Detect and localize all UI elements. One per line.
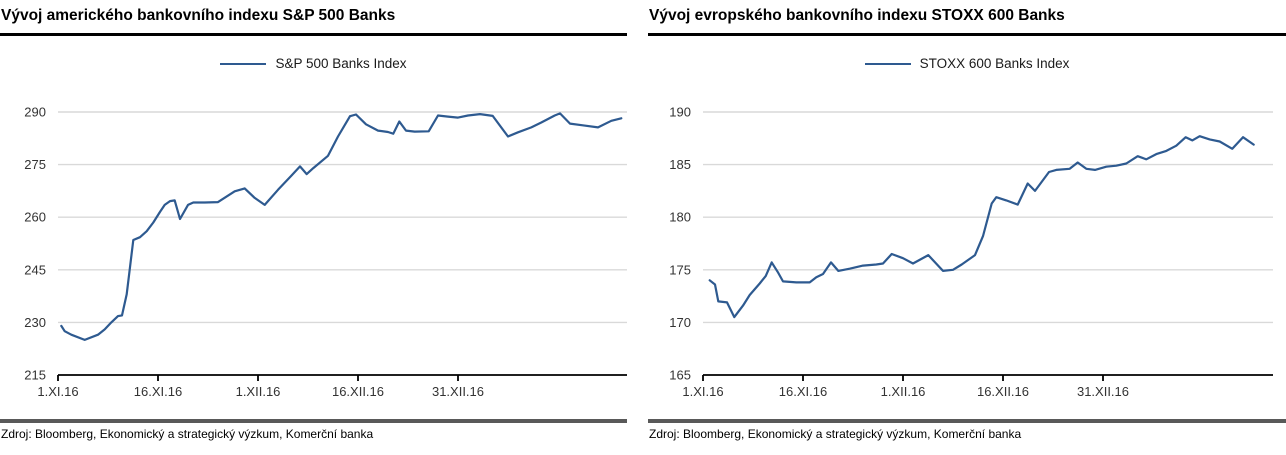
y-axis-tick-label: 245 (24, 262, 46, 277)
chart-title: Vývoj evropského bankovního indexu STOXX… (648, 0, 1286, 37)
x-axis-tick-label: 1.XI.16 (682, 384, 723, 399)
chart-panel-sp500-banks: Vývoj amerického bankovního indexu S&P 5… (0, 0, 627, 455)
x-axis-tick-label: 1.XII.16 (236, 384, 281, 399)
legend-label: S&P 500 Banks Index (275, 56, 407, 71)
x-axis-tick-label: 1.XII.16 (881, 384, 926, 399)
y-axis-tick-label: 275 (24, 157, 46, 172)
series-line (60, 112, 623, 341)
y-axis-tick-label: 260 (24, 210, 46, 225)
legend: S&P 500 Banks Index (0, 56, 627, 71)
source-text: Zdroj: Bloomberg, Ekonomický a strategic… (649, 427, 1022, 441)
legend: STOXX 600 Banks Index (648, 56, 1286, 71)
x-axis-tick-label: 1.XI.16 (37, 384, 78, 399)
x-axis-tick-label: 16.XII.16 (332, 384, 384, 399)
source-text: Zdroj: Bloomberg, Ekonomický a strategic… (1, 427, 374, 441)
chart-title: Vývoj amerického bankovního indexu S&P 5… (0, 0, 627, 37)
x-axis-tick-label: 31.XII.16 (1077, 384, 1129, 399)
y-axis-tick-label: 290 (24, 105, 46, 120)
y-axis-tick-label: 190 (669, 105, 691, 120)
y-axis-tick-label: 170 (669, 315, 691, 330)
y-axis-tick-label: 165 (669, 368, 691, 383)
series-line (708, 135, 1255, 319)
chart-panel-stoxx600-banks: Vývoj evropského bankovního indexu STOXX… (648, 0, 1286, 455)
line-chart-stoxx600: 165 170 175 180 185 190 1.XI.16 16.XI.16 1.XII.1… (669, 105, 1273, 399)
y-axis-tick-label: 215 (24, 368, 46, 383)
x-axis-tick-label: 31.XII.16 (432, 384, 484, 399)
source-note: Zdroj: Bloomberg, Ekonomický a strategic… (648, 419, 1286, 441)
x-axis-tick-label: 16.XII.16 (977, 384, 1029, 399)
y-axis-tick-label: 230 (24, 315, 46, 330)
y-axis-tick-label: 185 (669, 157, 691, 172)
legend-label: STOXX 600 Banks Index (919, 56, 1070, 71)
y-axis-tick-label: 175 (669, 262, 691, 277)
source-note: Zdroj: Bloomberg, Ekonomický a strategic… (0, 419, 627, 441)
legend-line-swatch (864, 62, 911, 65)
x-axis-tick-label: 16.XI.16 (134, 384, 182, 399)
x-axis-tick-label: 16.XI.16 (779, 384, 827, 399)
legend-line-swatch (220, 62, 267, 65)
line-chart-sp500: 215 230 245 260 275 290 1.XI.16 16.XI.16 1.XII.1… (24, 105, 627, 399)
y-axis-tick-label: 180 (669, 210, 691, 225)
